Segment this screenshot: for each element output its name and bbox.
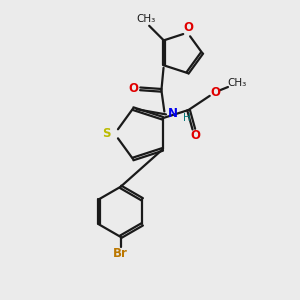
Text: O: O <box>190 129 200 142</box>
Text: H: H <box>183 113 190 123</box>
Text: CH₃: CH₃ <box>136 14 155 24</box>
Text: O: O <box>183 21 193 34</box>
Text: S: S <box>102 127 111 140</box>
Text: Br: Br <box>113 248 128 260</box>
Text: O: O <box>210 86 220 99</box>
Text: O: O <box>129 82 139 95</box>
Text: CH₃: CH₃ <box>228 79 247 88</box>
Text: N: N <box>168 107 178 120</box>
